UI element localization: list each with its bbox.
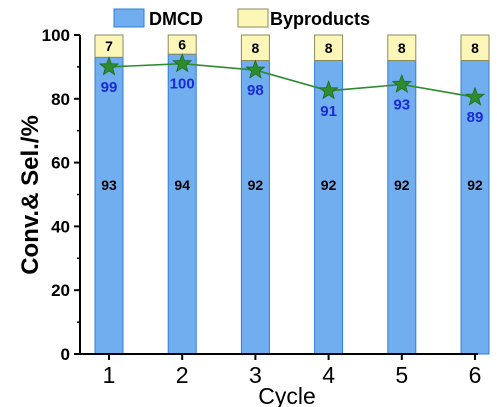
y-tick-label: 40: [51, 217, 70, 236]
bar-byproducts: [460, 34, 490, 62]
data-label-byproducts: 8: [252, 40, 260, 56]
bar-dmcd: [314, 60, 344, 355]
data-label-byproducts: 7: [105, 38, 113, 54]
conversion-line: 99 100 98 91 93 89: [98, 53, 486, 126]
legend-swatch: [113, 8, 145, 28]
bar-dmcd: [167, 53, 197, 355]
conversion-star-marker: [464, 86, 486, 106]
conversion-star-marker: [98, 56, 120, 76]
y-axis-title: Conv.& Sel./%: [17, 115, 44, 275]
y-tick-label: 20: [51, 281, 70, 300]
conversion-star-marker: [391, 73, 412, 94]
data-label-byproducts: 8: [398, 40, 406, 56]
x-tick-label: 2: [176, 362, 189, 388]
bar-dmcd: [240, 60, 270, 355]
legend: DMCD Byproducts: [113, 8, 370, 29]
conversion-value-label: 99: [101, 79, 118, 96]
x-tick-label: 5: [395, 362, 408, 388]
axes: 0 20 40 60 80 100 1 2 3 4 5 6: [42, 26, 482, 388]
bar-dmcd: [94, 56, 124, 355]
conversion-value-label: 91: [320, 103, 337, 120]
conversion-star-marker: [245, 59, 266, 79]
conversion-value-label: 98: [247, 82, 264, 99]
x-axis-title: Cycle: [258, 383, 316, 407]
bars: 93 7 94 6 92 8 92 8 92 8 92 8: [94, 34, 490, 355]
conversion-star-marker: [318, 80, 339, 100]
data-label-dmcd: 94: [174, 177, 190, 193]
conversion-star-marker: [172, 53, 193, 73]
conversion-value-label: 100: [170, 76, 195, 93]
x-tick-label: 6: [469, 362, 482, 388]
x-tick-label: 3: [249, 362, 262, 388]
data-label-dmcd: 92: [394, 177, 410, 193]
data-label-dmcd: 93: [101, 177, 117, 193]
x-tick-label: 1: [103, 362, 116, 388]
bar-byproducts: [314, 34, 344, 62]
y-tick-label: 80: [51, 90, 70, 109]
data-label-byproducts: 6: [178, 37, 186, 53]
bar-byproducts: [387, 34, 417, 62]
data-label-dmcd: 92: [321, 177, 337, 193]
conversion-value-label: 93: [393, 96, 410, 113]
y-tick-label: 100: [42, 26, 70, 45]
legend-swatch: [237, 8, 269, 28]
conversion-value-label: 89: [467, 109, 484, 126]
y-tick-label: 60: [51, 154, 70, 173]
data-label-byproducts: 8: [325, 40, 333, 56]
data-label-dmcd: 92: [467, 177, 483, 193]
data-label-dmcd: 92: [248, 177, 264, 193]
x-tick-label: 4: [322, 362, 335, 388]
y-tick-label: 0: [61, 345, 70, 364]
conversion-line-path: [108, 62, 476, 98]
legend-label: DMCD: [149, 9, 203, 29]
data-label-byproducts: 8: [471, 40, 479, 56]
bar-dmcd: [460, 60, 490, 355]
legend-label: Byproducts: [270, 9, 370, 29]
